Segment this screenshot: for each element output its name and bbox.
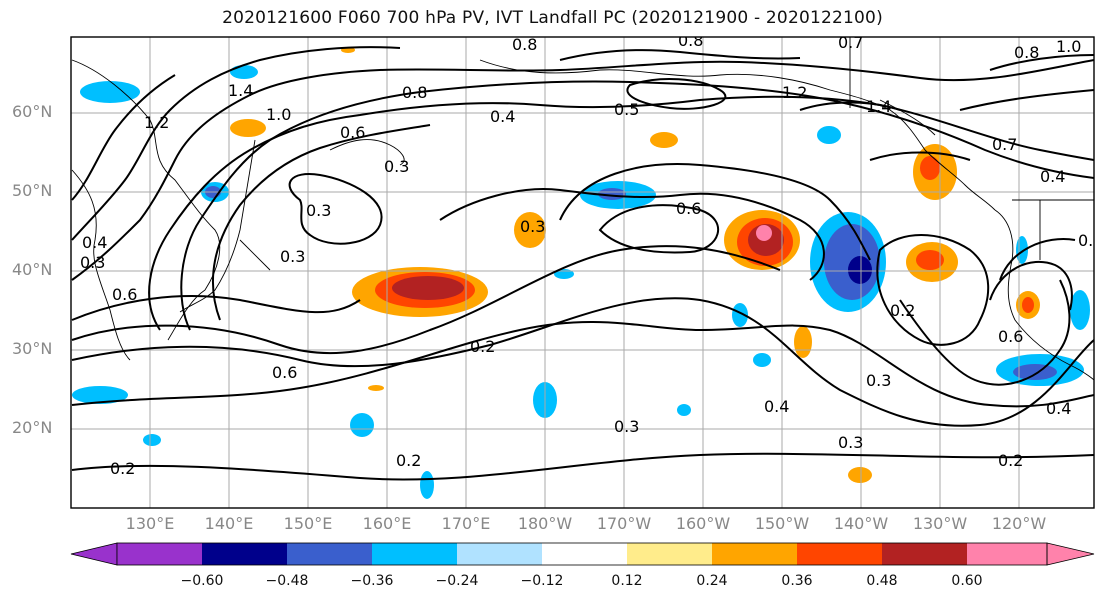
contour-label: 0.3 <box>614 417 639 436</box>
contour-label: 0.4 <box>1040 167 1065 186</box>
lon-label: 170°E <box>441 514 491 533</box>
contour-label: 0.3 <box>306 201 331 220</box>
lon-label: 150°E <box>283 514 333 533</box>
colorbar-extend-low <box>70 542 118 566</box>
figure-title: 2020121600 F060 700 hPa PV, IVT Landfall… <box>222 8 883 28</box>
contour-labels: 0.8 0.8 0.7 0.8 1.0 1.4 1.2 1.2 1.0 0.8 … <box>80 31 1103 478</box>
contour-label: 0.4 <box>490 107 515 126</box>
contour-label: 0.3 <box>866 371 891 390</box>
colorbar-tick-label: −0.48 <box>265 573 309 589</box>
contour-label: 0.4 <box>1046 399 1071 418</box>
lat-label: 20°N <box>12 418 53 437</box>
colorbar-segment <box>627 543 712 565</box>
contour-label: 0.2 <box>998 451 1023 470</box>
contour-label: 0.3 <box>1078 231 1103 250</box>
contour-label: 0.7 <box>838 33 863 52</box>
contour-label: 0.4 <box>764 397 789 416</box>
colorbar-tick-label: 0.36 <box>781 573 813 589</box>
lat-label: 60°N <box>12 102 53 121</box>
colorbar-extend-high <box>1046 542 1095 566</box>
colorbar-tick-label: −0.60 <box>180 573 224 589</box>
contour-label: 0.6 <box>676 199 701 218</box>
lon-label: 180°W <box>517 514 573 533</box>
colorbar-tick-label: 0.48 <box>866 573 898 589</box>
contour-label: 0.3 <box>384 157 409 176</box>
lat-label: 40°N <box>12 260 53 279</box>
contour-label: 0.3 <box>520 217 545 236</box>
colorbar-segment <box>542 543 627 565</box>
contour-label: 1.0 <box>1056 37 1081 56</box>
lat-label: 50°N <box>12 181 53 200</box>
colorbar-tick-label: −0.36 <box>350 573 394 589</box>
pv-contours <box>71 46 1094 481</box>
contour-label: 0.2 <box>110 459 135 478</box>
lon-label: 140°E <box>204 514 254 533</box>
colorbar-segment <box>287 543 372 565</box>
colorbar-segment <box>117 543 202 565</box>
lon-label: 140°W <box>833 514 889 533</box>
contour-label: 0.8 <box>678 31 703 50</box>
contour-label: 1.0 <box>266 105 291 124</box>
contour-label: 0.8 <box>1014 43 1039 62</box>
map-frame <box>70 36 1095 509</box>
contour-label: 0.6 <box>340 123 365 142</box>
colorbar-tick-label: 0.60 <box>951 573 983 589</box>
contour-label: 1.2 <box>782 83 807 102</box>
contour-label: 0.2 <box>396 451 421 470</box>
coastlines <box>71 37 1094 381</box>
lon-label: 160°W <box>675 514 731 533</box>
contour-label: 0.8 <box>512 35 537 54</box>
colorbar-tick-label: −0.12 <box>520 573 564 589</box>
contour-label: 0.6 <box>272 363 297 382</box>
contour-label: 0.3 <box>838 433 863 452</box>
contour-label: 0.2 <box>890 301 915 320</box>
shading-layer <box>72 47 1090 499</box>
contour-label: 0.8 <box>402 83 427 102</box>
contour-label: 0.2 <box>470 337 495 356</box>
lon-label: 130°E <box>125 514 175 533</box>
colorbar-tick-label: −0.24 <box>435 573 479 589</box>
contour-label: 1.4 <box>228 81 253 100</box>
colorbar-segment <box>882 543 967 565</box>
contour-label: 0.3 <box>280 247 305 266</box>
colorbar-tick-label: 0.24 <box>696 573 728 589</box>
contour-label: 0.7 <box>992 135 1017 154</box>
colorbar-segment <box>797 543 882 565</box>
colorbar-segment <box>202 543 287 565</box>
lon-label: 150°W <box>754 514 810 533</box>
contour-label: 0.4 <box>82 233 107 252</box>
colorbar-frame <box>116 542 1048 566</box>
lat-label: 30°N <box>12 339 53 358</box>
colorbar-segment <box>712 543 797 565</box>
contour-label: 0.3 <box>80 253 105 272</box>
contour-label: 0.6 <box>112 285 137 304</box>
colorbar-segment <box>967 543 1047 565</box>
lon-label: 170°W <box>596 514 652 533</box>
contour-label: 1.4 <box>866 97 891 116</box>
lon-label: 120°W <box>991 514 1047 533</box>
contour-label: 0.6 <box>998 327 1023 346</box>
lon-label: 160°E <box>362 514 412 533</box>
contour-label: 0.5 <box>614 100 639 119</box>
colorbar-tick-label: 0.12 <box>611 573 643 589</box>
lon-label: 130°W <box>912 514 968 533</box>
colorbar-segment <box>372 543 457 565</box>
colorbar-segment <box>457 543 542 565</box>
contour-label: 1.2 <box>144 113 169 132</box>
